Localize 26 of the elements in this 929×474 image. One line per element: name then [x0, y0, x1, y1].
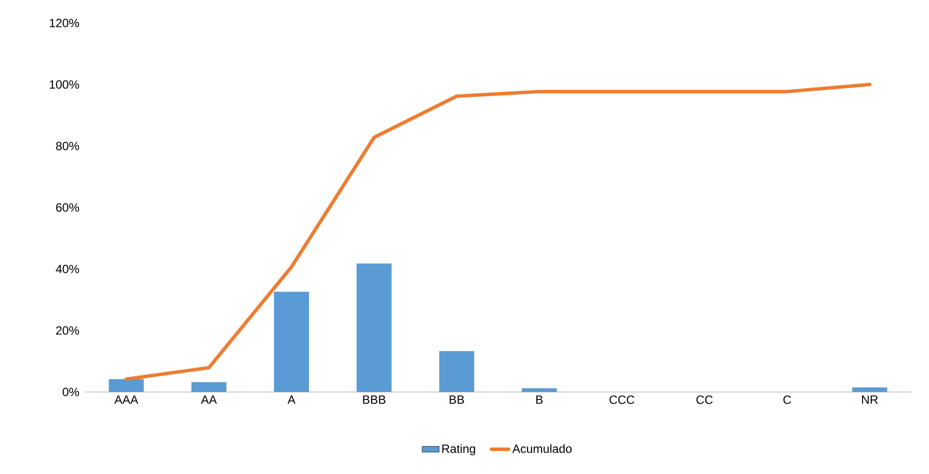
x-tick-label: CCC — [610, 396, 634, 404]
bar — [108, 379, 144, 392]
x-tick-label: C — [783, 396, 791, 404]
bar — [356, 263, 392, 392]
y-tick-label: 120% — [50, 18, 80, 28]
x-tick-label: B — [536, 396, 543, 404]
x-tick-label: CC — [696, 396, 713, 404]
y-tick-label: 100% — [50, 80, 80, 89]
x-tick-label: A — [288, 396, 296, 404]
y-tick-label: 60% — [56, 203, 80, 212]
bar — [852, 387, 888, 392]
bar — [191, 382, 226, 392]
x-tick-label: BB — [450, 396, 464, 404]
y-tick-label: 0% — [62, 388, 80, 396]
y-tick-label: 20% — [56, 326, 80, 335]
bar — [439, 351, 474, 392]
bar — [522, 388, 557, 392]
x-tick-label: AA — [200, 396, 217, 404]
x-tick-label: BBB — [363, 396, 386, 404]
bar — [274, 292, 310, 392]
x-tick-label: NR — [862, 396, 878, 404]
x-tick-label: AAA — [114, 396, 138, 404]
y-tick-label: 80% — [56, 142, 80, 150]
legend-label: Acumulado — [512, 444, 572, 453]
legend-label: Rating — [442, 444, 476, 456]
y-tick-label: 40% — [56, 264, 80, 274]
